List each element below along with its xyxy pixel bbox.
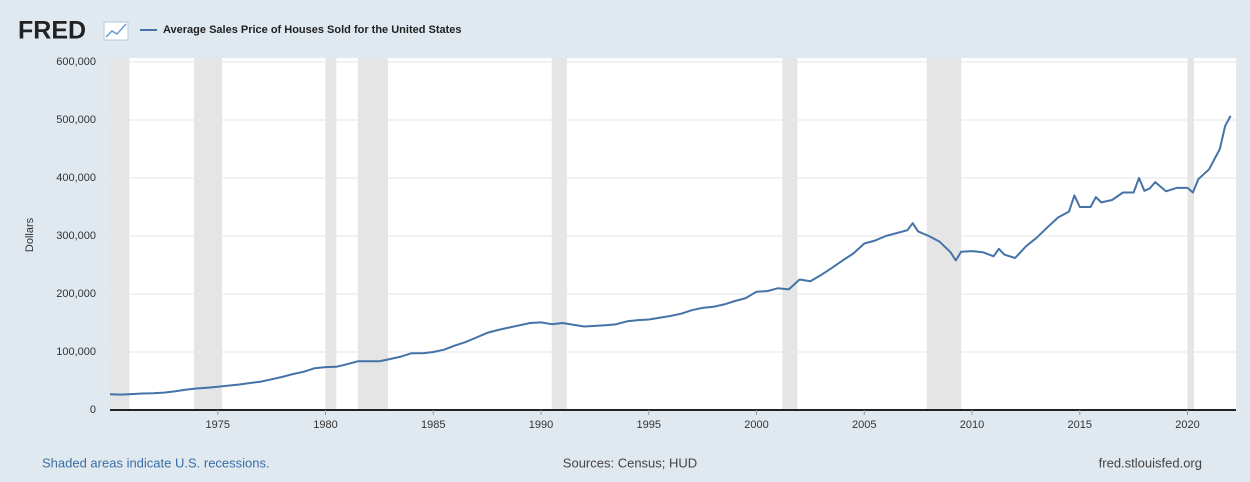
- x-tick-label: 2015: [1068, 419, 1092, 431]
- recession-note: Shaded areas indicate U.S. recessions.: [42, 455, 270, 470]
- recession-band: [1187, 58, 1194, 410]
- x-tick-label: 2005: [852, 419, 876, 431]
- y-tick-label: 400,000: [56, 172, 96, 184]
- brand-logo: FRED: [18, 17, 86, 45]
- y-tick-label: 500,000: [56, 114, 96, 126]
- y-axis-label: Dollars: [24, 217, 36, 252]
- y-tick-label: 300,000: [56, 230, 96, 242]
- legend-label: Average Sales Price of Houses Sold for t…: [163, 24, 462, 36]
- x-tick-label: 2010: [960, 419, 984, 431]
- y-tick-label: 200,000: [56, 288, 96, 300]
- y-tick-label: 100,000: [56, 346, 96, 358]
- recession-band: [926, 58, 962, 410]
- recession-band: [110, 58, 130, 410]
- recession-band: [325, 58, 337, 410]
- x-tick-label: 1995: [637, 419, 661, 431]
- plot-area: [110, 58, 1236, 410]
- y-tick-label: 0: [90, 404, 96, 416]
- logo-icon: [103, 21, 129, 41]
- x-tick-label: 2020: [1175, 419, 1199, 431]
- y-tick-label: 600,000: [56, 56, 96, 68]
- recession-band: [782, 58, 798, 410]
- x-tick-label: 1975: [206, 419, 230, 431]
- recession-band: [357, 58, 388, 410]
- site-note: fred.stlouisfed.org: [1099, 455, 1202, 470]
- x-tick-label: 2000: [744, 419, 768, 431]
- x-tick-label: 1980: [313, 419, 337, 431]
- source-note: Sources: Census; HUD: [563, 455, 697, 470]
- x-tick-label: 1990: [529, 419, 553, 431]
- x-tick-label: 1985: [421, 419, 445, 431]
- recession-band: [551, 58, 567, 410]
- series-line: [109, 115, 1232, 396]
- recession-band: [194, 58, 223, 410]
